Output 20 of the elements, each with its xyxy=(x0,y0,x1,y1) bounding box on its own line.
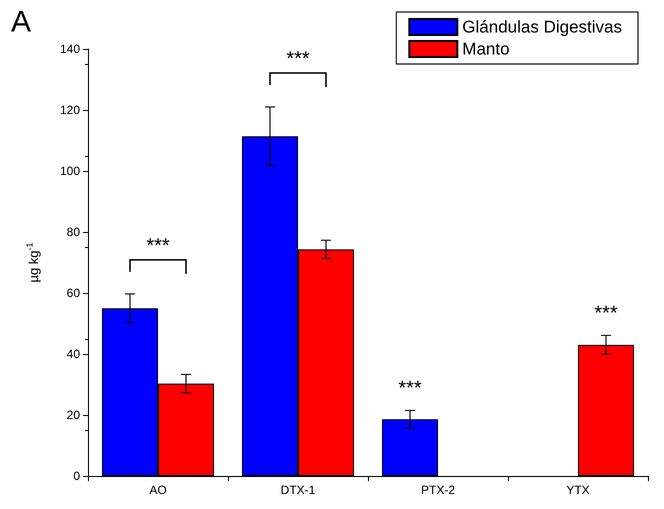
y-tick-label: 120 xyxy=(60,103,80,117)
x-tick-label: PTX-2 xyxy=(420,483,456,497)
y-tick-label: 80 xyxy=(66,225,80,239)
annotation: *** xyxy=(286,48,310,70)
y-tick-label: 40 xyxy=(66,347,80,361)
x-tick-label: YTX xyxy=(566,483,590,497)
legend-label: Glándulas Digestivas xyxy=(462,18,622,36)
y-axis-title: µg kg-1 xyxy=(24,242,41,283)
x-tick-label: DTX-1 xyxy=(280,483,316,497)
y-tick-label: 20 xyxy=(66,408,80,422)
annotation: *** xyxy=(146,234,170,257)
chart-title: A xyxy=(11,6,32,38)
y-tick-label: 60 xyxy=(66,286,80,300)
y-tick-label: 140 xyxy=(60,42,80,56)
annotation: *** xyxy=(594,302,618,324)
legend-label: Manto xyxy=(462,40,510,58)
x-tick-label: AO xyxy=(149,483,167,497)
annotation: *** xyxy=(398,377,422,400)
y-tick-label: 0 xyxy=(73,469,80,483)
y-tick-label: 100 xyxy=(60,164,80,178)
